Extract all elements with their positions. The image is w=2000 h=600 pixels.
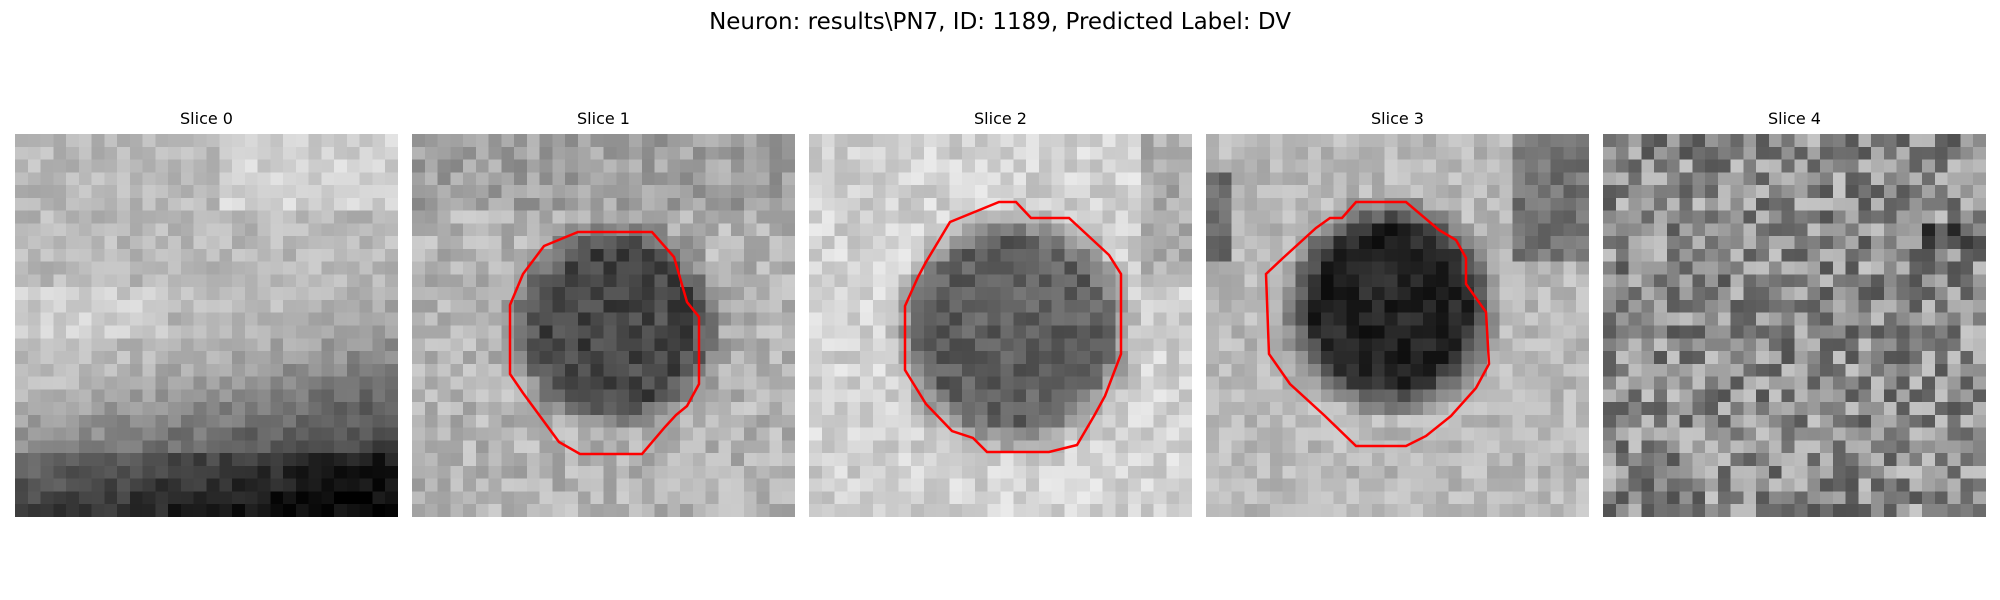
slice-image-2	[809, 134, 1192, 517]
slice-image-0	[15, 134, 398, 517]
slice-title: Slice 1	[577, 109, 630, 128]
roi-contour	[1264, 200, 1491, 448]
roi-contour-line	[1264, 200, 1491, 448]
slice-panel-3: Slice 3	[1206, 108, 1589, 517]
grayscale-image	[1206, 134, 1589, 517]
slice-panel-2: Slice 2	[809, 108, 1192, 517]
roi-contour	[903, 200, 1123, 454]
slice-title: Slice 4	[1768, 109, 1821, 128]
figure-title: Neuron: results\PN7, ID: 1189, Predicted…	[709, 9, 1291, 35]
slice-image-3	[1206, 134, 1589, 517]
roi-contour-line	[903, 200, 1123, 454]
slice-image-4	[1603, 134, 1986, 517]
slice-image-1	[412, 134, 795, 517]
grayscale-image	[1603, 134, 1986, 517]
slice-panel-0: Slice 0	[15, 108, 398, 517]
grayscale-image	[15, 134, 398, 517]
roi-contour-line	[508, 230, 701, 456]
slice-title: Slice 3	[1371, 109, 1424, 128]
slice-title: Slice 2	[974, 109, 1027, 128]
slice-title: Slice 0	[180, 109, 233, 128]
slice-panel-1: Slice 1	[412, 108, 795, 517]
roi-contour	[508, 230, 701, 456]
slice-panel-4: Slice 4	[1603, 108, 1986, 517]
